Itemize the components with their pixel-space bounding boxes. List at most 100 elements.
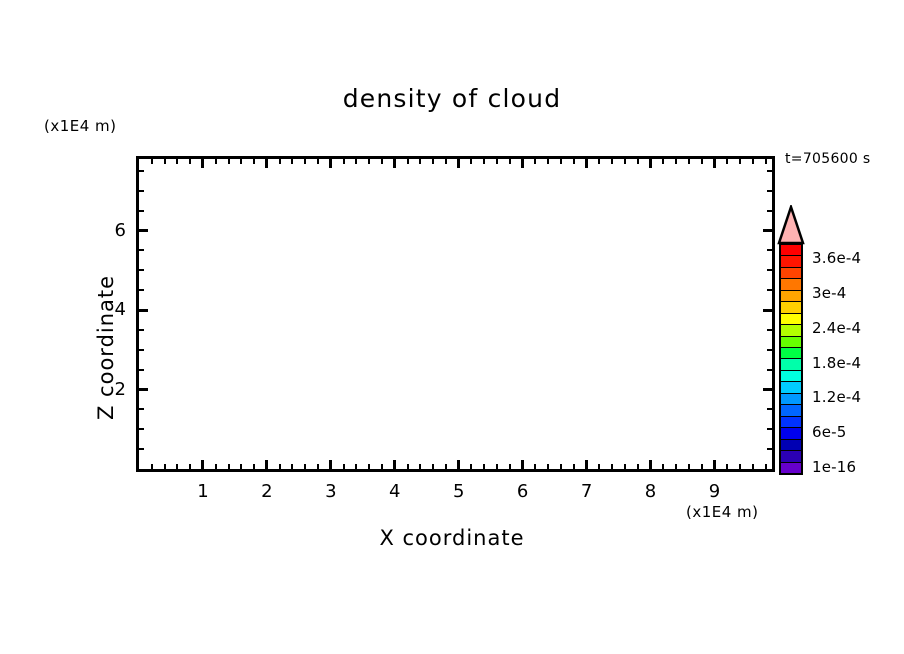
x-axis-minor-tick-top <box>662 159 665 164</box>
x-axis-tick-label: 1 <box>197 481 209 502</box>
x-axis-minor-tick-top <box>176 159 179 164</box>
colorbar-band <box>781 301 801 313</box>
colorbar-band <box>781 278 801 290</box>
x-axis-major-tick-top <box>521 159 525 168</box>
x-axis-minor-tick-top <box>534 159 537 164</box>
x-axis-major-tick <box>393 460 397 469</box>
y-axis-minor-tick <box>139 328 144 331</box>
x-axis-minor-tick-top <box>611 159 614 164</box>
colorbar-band <box>781 438 801 451</box>
colorbar-band <box>781 369 801 382</box>
x-axis-minor-tick <box>496 464 499 469</box>
x-axis-minor-tick <box>240 464 243 469</box>
x-axis-minor-tick <box>432 464 435 469</box>
x-axis-minor-tick <box>355 464 358 469</box>
x-axis-minor-tick <box>419 464 422 469</box>
x-axis-minor-tick-top <box>214 159 217 164</box>
x-axis-minor-tick <box>176 464 179 469</box>
x-axis-minor-tick-top <box>764 159 767 164</box>
y-axis-unit-label: (x1E4 m) <box>44 117 117 135</box>
x-axis-minor-tick-top <box>317 159 320 164</box>
x-axis-minor-tick-top <box>227 159 230 164</box>
x-axis-minor-tick-top <box>368 159 371 164</box>
colorbar-tick-label: 1.8e-4 <box>812 353 862 372</box>
y-axis-minor-tick-right <box>767 289 772 292</box>
x-axis-minor-tick <box>687 464 690 469</box>
y-axis-minor-tick-right <box>767 408 772 411</box>
x-axis-tick-label: 7 <box>580 481 593 502</box>
x-axis-major-tick <box>265 460 269 469</box>
x-axis-major-tick <box>457 460 461 469</box>
x-axis-minor-tick <box>700 464 703 469</box>
x-axis-minor-tick <box>342 464 345 469</box>
x-axis-minor-tick-top <box>380 159 383 164</box>
colorbar-band <box>781 324 801 336</box>
y-axis-minor-tick-right <box>767 189 772 192</box>
x-axis-minor-tick <box>623 464 626 469</box>
y-axis-minor-tick <box>139 189 144 192</box>
x-axis-minor-tick-top <box>253 159 256 164</box>
x-axis-minor-tick <box>214 464 217 469</box>
y-axis-major-tick-right <box>763 229 772 233</box>
x-axis-minor-tick <box>662 464 665 469</box>
x-axis-minor-tick <box>751 464 754 469</box>
x-axis-minor-tick <box>764 464 767 469</box>
time-annotation: t=705600 s <box>785 151 871 167</box>
plot-frame <box>136 156 775 472</box>
y-axis-major-tick-right <box>763 388 772 391</box>
x-axis-minor-tick <box>163 464 166 469</box>
colorbar-band <box>781 347 801 359</box>
y-axis-minor-tick-right <box>767 428 772 431</box>
x-axis-minor-tick-top <box>508 159 511 164</box>
colorbar-overflow-arrow <box>777 205 805 245</box>
x-axis-minor-tick-top <box>278 159 281 164</box>
colorbar-band <box>781 255 801 267</box>
x-axis-minor-tick <box>189 464 192 469</box>
x-axis-minor-tick <box>598 464 601 469</box>
x-axis-minor-tick-top <box>572 159 575 164</box>
x-axis-minor-tick <box>380 464 383 469</box>
x-axis-minor-tick <box>150 464 153 469</box>
colorbar-band <box>781 415 801 428</box>
y-axis-minor-tick-right <box>767 169 772 172</box>
x-axis-major-tick <box>521 460 525 469</box>
x-axis-minor-tick <box>227 464 230 469</box>
colorbar-band <box>781 461 801 473</box>
x-axis-major-tick-top <box>201 159 205 168</box>
colorbar-tick-label: 3e-4 <box>812 284 847 303</box>
colorbar-band <box>781 335 801 348</box>
x-axis-major-tick <box>649 460 652 469</box>
x-axis-minor-tick-top <box>240 159 243 164</box>
x-axis-major-tick <box>712 460 716 469</box>
x-axis-minor-tick <box>444 464 447 469</box>
x-axis-tick-label: 6 <box>516 481 529 502</box>
x-axis-minor-tick-top <box>355 159 358 164</box>
y-axis-minor-tick-right <box>767 348 772 351</box>
colorbar-band <box>781 404 801 416</box>
y-axis-minor-tick-right <box>767 209 772 212</box>
x-axis-major-tick-top <box>712 159 716 168</box>
y-axis-minor-tick-right <box>767 448 772 451</box>
colorbar-band <box>781 244 801 256</box>
x-axis-minor-tick-top <box>163 159 166 164</box>
colorbar-band <box>781 266 801 279</box>
x-axis-minor-tick-top <box>189 159 192 164</box>
colorbar-band <box>781 381 801 393</box>
x-axis-minor-tick <box>675 464 678 469</box>
x-axis-minor-tick-top <box>636 159 639 164</box>
x-axis-minor-tick <box>572 464 575 469</box>
y-axis-minor-tick <box>139 348 144 351</box>
x-axis-minor-tick-top <box>560 159 562 164</box>
x-axis-minor-tick <box>739 464 742 469</box>
x-axis-tick-label: 4 <box>389 481 401 502</box>
x-axis-minor-tick <box>368 464 371 469</box>
colorbar <box>779 243 803 475</box>
y-axis-minor-tick <box>139 169 144 172</box>
y-axis-major-tick <box>139 388 148 391</box>
colorbar-tick-label: 1.2e-4 <box>812 388 862 407</box>
colorbar-band <box>781 358 801 370</box>
colorbar-band <box>781 312 801 325</box>
y-axis-minor-tick-right <box>767 328 772 331</box>
x-axis-minor-tick-top <box>470 159 473 164</box>
